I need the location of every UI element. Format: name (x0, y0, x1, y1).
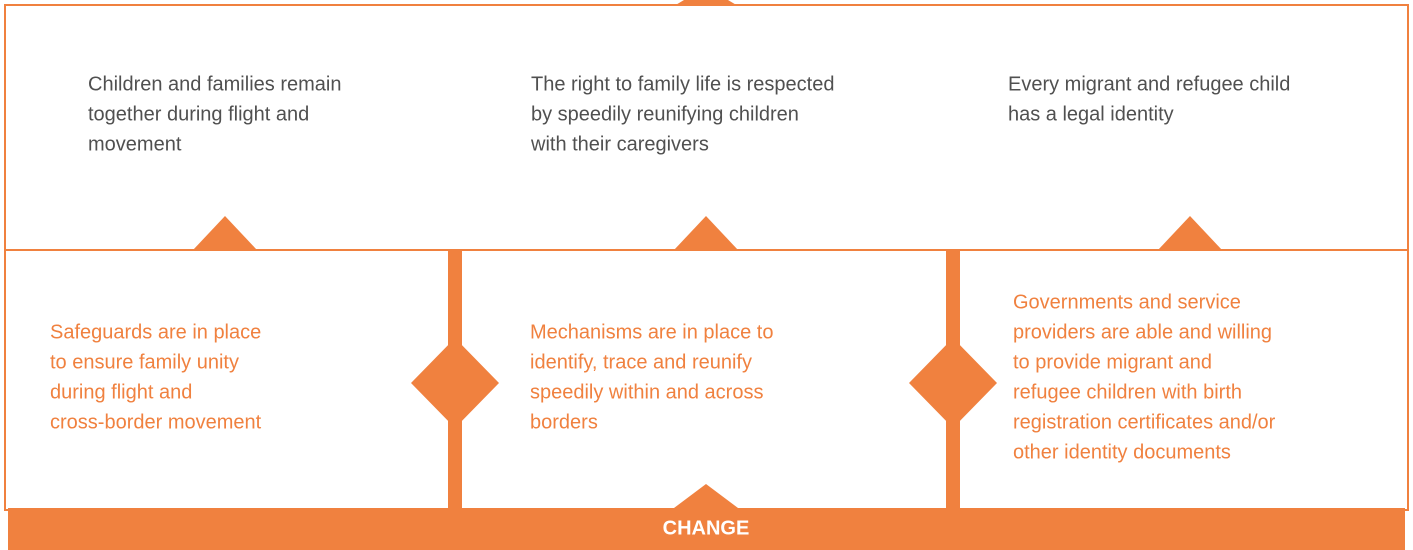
output-text: borders (530, 411, 598, 433)
outcome-text: Every migrant and refugee child (1008, 73, 1290, 95)
output-text: cross-border movement (50, 411, 262, 433)
arrow-up (674, 484, 738, 508)
output-text: speedily within and across (530, 381, 763, 403)
footer-bar (8, 508, 1405, 550)
outcome-text: with their caregivers (530, 133, 709, 155)
output-text: Governments and service (1013, 291, 1241, 313)
arrow-up (193, 216, 257, 250)
output-text: to ensure family unity (50, 351, 239, 373)
outcome-text: together during flight and (88, 103, 309, 125)
outcome-text: The right to family life is respected (531, 73, 834, 95)
output-text: other identity documents (1013, 441, 1231, 463)
outcome-text: has a legal identity (1008, 103, 1174, 125)
output-text: during flight and (50, 381, 192, 403)
arrow-up (674, 216, 738, 250)
diamond (909, 338, 997, 428)
arrow-up (1158, 216, 1222, 250)
top-arrow-base (674, 0, 738, 6)
output-text: to provide migrant and (1013, 351, 1212, 373)
outcome-text: by speedily reunifying children (531, 103, 799, 125)
output-text: refugee children with birth (1013, 381, 1242, 403)
output-text: identify, trace and reunify (530, 351, 752, 373)
output-text: registration certificates and/or (1013, 411, 1276, 433)
output-text: Safeguards are in place (50, 321, 261, 343)
diamond (411, 338, 499, 428)
footer-label: CHANGE (663, 517, 750, 539)
outcome-text: Children and families remain (88, 73, 341, 95)
outcome-text: movement (88, 133, 182, 155)
output-text: Mechanisms are in place to (530, 321, 773, 343)
output-text: providers are able and willing (1013, 321, 1272, 343)
